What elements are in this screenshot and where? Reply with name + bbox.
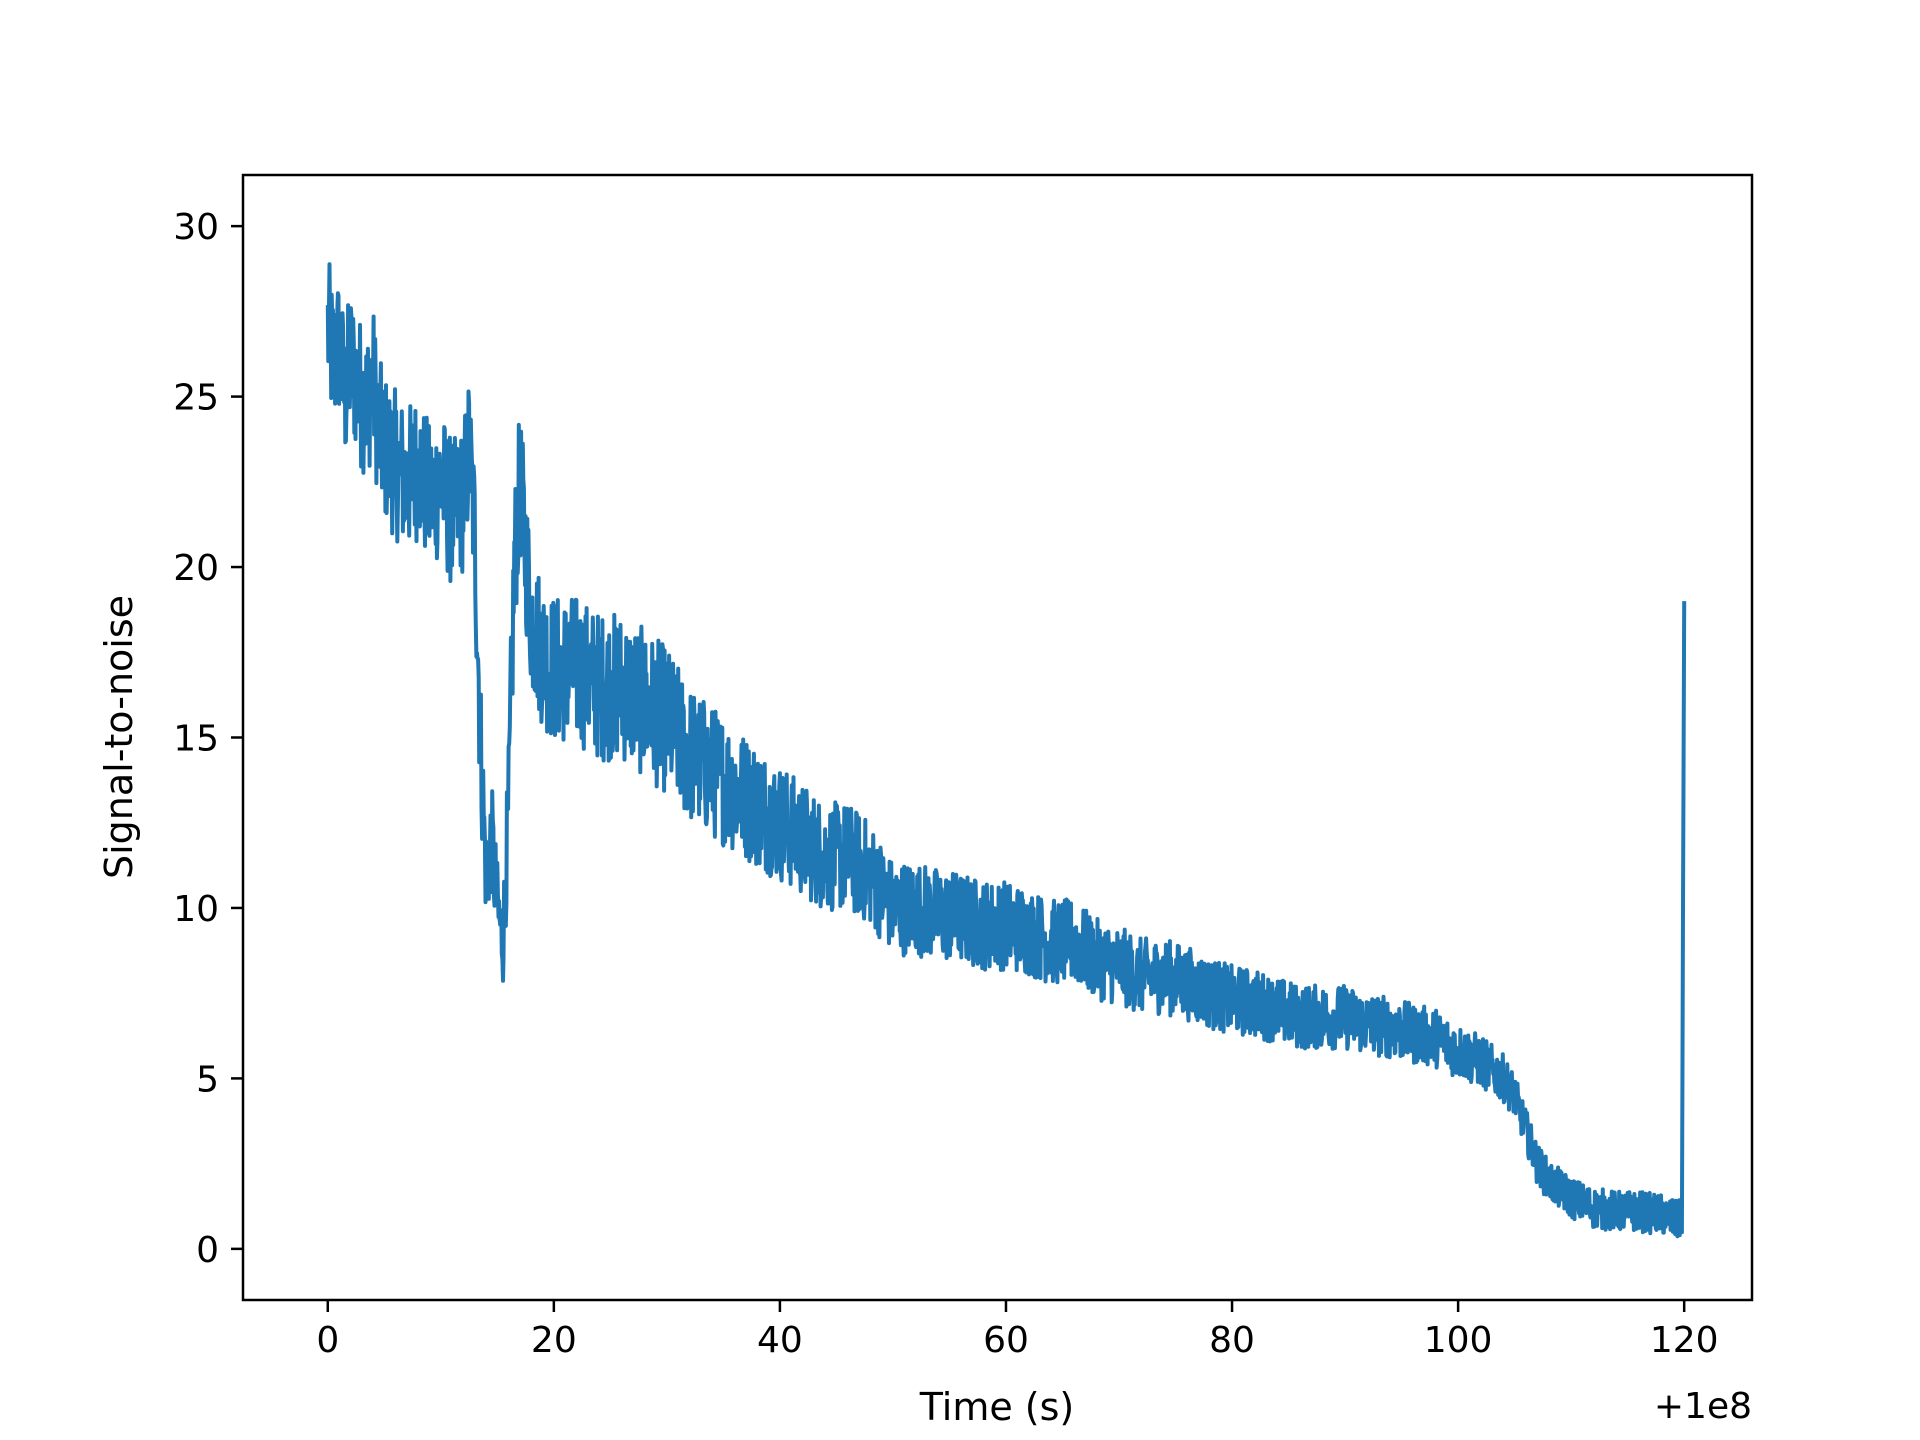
x-axis-label: Time (s) — [919, 1385, 1075, 1429]
y-tick-label: 0 — [196, 1230, 219, 1271]
x-tick-label: 20 — [531, 1320, 577, 1361]
x-tick-label: 60 — [983, 1320, 1029, 1361]
series-line — [325, 262, 1687, 1239]
x-axis-ticks: 0 20 40 60 80 100 120 — [316, 1300, 1719, 1361]
x-offset-label: +1e8 — [1654, 1386, 1752, 1427]
y-tick-label: 5 — [196, 1059, 219, 1100]
x-tick-label: 100 — [1424, 1320, 1493, 1361]
x-tick-label: 40 — [757, 1320, 803, 1361]
y-tick-label: 30 — [173, 207, 219, 248]
y-axis-ticks: 0 5 10 15 20 25 30 — [173, 207, 243, 1271]
series-layer — [325, 262, 1687, 1239]
y-tick-label: 15 — [173, 719, 219, 760]
x-tick-label: 120 — [1650, 1320, 1719, 1361]
y-tick-label: 10 — [173, 889, 219, 930]
plot-frame — [241, 173, 1754, 1302]
x-tick-label: 80 — [1209, 1320, 1255, 1361]
y-tick-label: 25 — [173, 378, 219, 419]
y-tick-label: 20 — [173, 548, 219, 589]
x-tick-label: 0 — [316, 1320, 339, 1361]
y-axis-label: Signal-to-noise — [97, 595, 141, 879]
